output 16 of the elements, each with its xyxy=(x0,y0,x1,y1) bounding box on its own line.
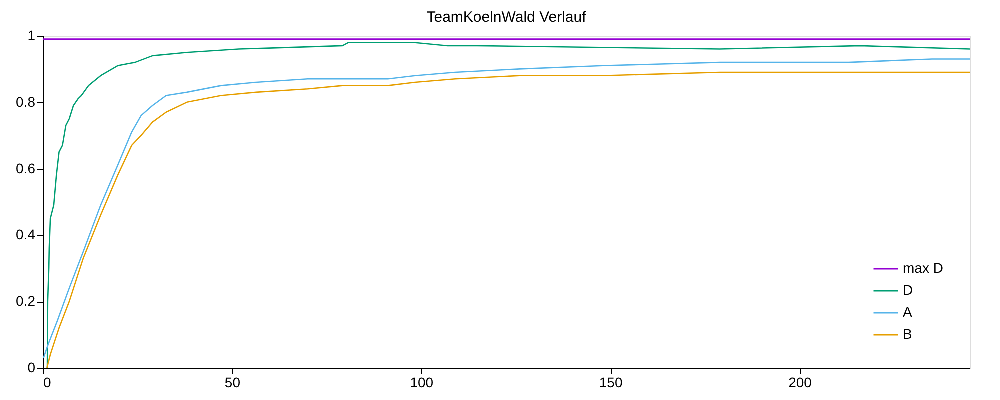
y-tick-label: 0.6 xyxy=(16,160,36,176)
y-tick-label: 0.2 xyxy=(16,293,36,310)
x-tick-label: 50 xyxy=(224,374,241,390)
x-tick-label: 200 xyxy=(788,374,812,390)
legend-label: D xyxy=(903,282,914,298)
legend-label: A xyxy=(903,304,913,320)
legend-label: B xyxy=(903,326,912,342)
x-tick-label: 150 xyxy=(599,374,623,390)
y-tick-label: 1 xyxy=(28,28,36,44)
chart-title: TeamKoelnWald Verlauf xyxy=(426,9,588,26)
y-tick-label: 0.8 xyxy=(16,94,36,110)
legend-label: max D xyxy=(903,260,944,276)
x-tick-label: 100 xyxy=(410,374,434,390)
y-tick-label: 0.4 xyxy=(16,226,36,243)
x-tick-label: 0 xyxy=(44,374,52,390)
y-tick-label: 0 xyxy=(28,360,36,376)
